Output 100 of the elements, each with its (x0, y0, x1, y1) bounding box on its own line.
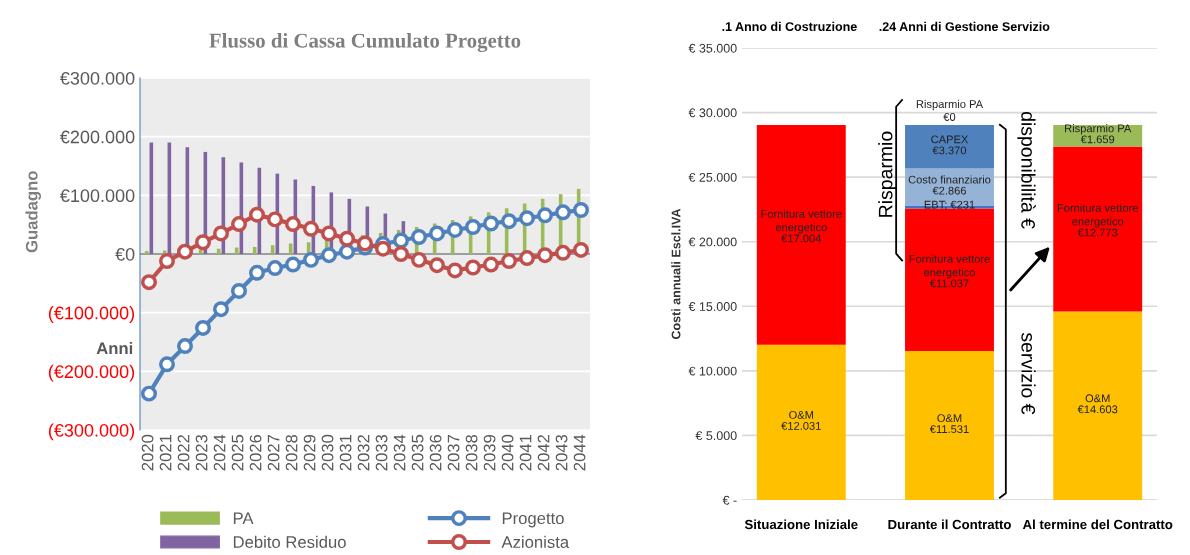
x-tick-label: 2036 (429, 434, 442, 471)
data-label: €0 (943, 113, 956, 121)
point (141, 274, 157, 291)
series-label: Fornitura vettore energetico (909, 254, 990, 279)
y-tick-label: € 35.000 (688, 43, 737, 53)
point (213, 225, 229, 242)
point (555, 244, 571, 261)
point (249, 206, 265, 223)
x-tick-label: 2042 (537, 435, 550, 471)
point (285, 256, 301, 273)
point (177, 243, 193, 260)
data-label: €12.773 (1077, 228, 1118, 237)
point (357, 235, 373, 252)
x-tick-label: 2025 (231, 434, 244, 471)
text: .24 Anni di Gestione Servizio (879, 21, 1050, 32)
x-tick-label: 2037 (447, 435, 460, 471)
y-tick-label: (€200.000) (48, 364, 135, 382)
point (177, 338, 193, 355)
bar (905, 351, 994, 500)
data-label: EBT; €231 (924, 200, 975, 210)
x-tick-label: 2030 (321, 434, 334, 471)
text: O&M (1085, 394, 1110, 403)
point (393, 232, 409, 249)
data-label: €11.037 (929, 279, 969, 288)
text: Fornitura vettore energetico (1057, 203, 1138, 228)
annotation: Risparmio (878, 131, 897, 217)
point (393, 246, 409, 262)
x-tick-label: 2031 (339, 434, 352, 471)
point (231, 216, 247, 233)
y-tick-label: € 15.000 (688, 302, 737, 311)
x-tick-label: 2040 (501, 434, 514, 471)
point (375, 240, 391, 257)
point (429, 225, 445, 242)
x-tick-label: 2024 (213, 434, 226, 471)
point (285, 216, 301, 233)
y-tick-label: €300.000 (59, 71, 135, 85)
point (429, 257, 445, 274)
data-label: €17.004 (781, 234, 822, 243)
x-axis-title: Anni (96, 342, 133, 355)
legend-label: Progetto (502, 512, 564, 528)
x-tick-label: Al termine del Contratto (1022, 519, 1173, 530)
point (447, 262, 463, 279)
x-tick-label: 2044 (573, 434, 586, 471)
data-label: €2.866 (932, 186, 967, 195)
point (321, 247, 337, 264)
point (195, 234, 211, 251)
y-axis-title: Costi annuali Escl.IVA (671, 208, 681, 340)
point (303, 251, 319, 268)
chart-title: Flusso di Cassa Cumulato Progetto (209, 32, 521, 53)
x-tick-label: 2029 (303, 434, 316, 471)
annotation: disponibilità € (1017, 111, 1036, 229)
x-tick-label: 2038 (465, 434, 478, 471)
point (321, 225, 337, 242)
series-label: Costo finanziario (908, 175, 991, 184)
x-tick-label: 2034 (393, 434, 406, 471)
x-tick-label: 2020 (141, 434, 154, 471)
legend-label: PA (233, 512, 254, 524)
x-tick-label: Durante il Contratto (888, 519, 1011, 530)
x-tick-label: 2033 (375, 434, 388, 471)
y-tick-label: €0 (115, 247, 135, 261)
point (339, 243, 355, 260)
point (483, 256, 499, 273)
x-tick-label: 2039 (483, 434, 496, 471)
point (465, 219, 481, 235)
point (537, 207, 553, 224)
y-tick-label: (€300.000) (48, 423, 135, 441)
legend-label: Debito Residuo (233, 535, 346, 548)
point (141, 385, 157, 402)
x-tick-label: 2027 (267, 435, 280, 471)
y-tick-label: € 5.000 (695, 431, 737, 441)
data-label: €3.370 (932, 146, 967, 155)
point (213, 301, 229, 318)
bar (756, 125, 846, 345)
x-tick-label: 2023 (195, 434, 208, 471)
point (303, 220, 319, 237)
text: O&M (789, 410, 814, 419)
x-tick-label: 2032 (357, 435, 370, 471)
point (519, 210, 535, 227)
text: Risparmio PA (916, 99, 984, 111)
point (249, 264, 265, 281)
x-tick-label: 2028 (285, 434, 298, 471)
point (339, 230, 355, 247)
point (159, 356, 175, 373)
point (447, 221, 463, 238)
data-label: €11.531 (929, 425, 969, 434)
y-tick-label: € - (722, 495, 737, 505)
x-tick-label: 2022 (177, 435, 190, 471)
y-tick-label: € 30.000 (688, 108, 737, 118)
point (267, 211, 283, 228)
x-tick-label: 2026 (249, 434, 262, 471)
bar (1053, 146, 1143, 312)
data-label: €12.031 (781, 421, 821, 430)
y-axis-title: Guadagno (25, 171, 41, 253)
bar (905, 125, 994, 169)
bar (756, 344, 846, 500)
point (483, 215, 499, 232)
bar (1053, 311, 1143, 500)
point (267, 260, 283, 277)
annotation: servizio € (1021, 332, 1036, 415)
point (411, 229, 427, 245)
